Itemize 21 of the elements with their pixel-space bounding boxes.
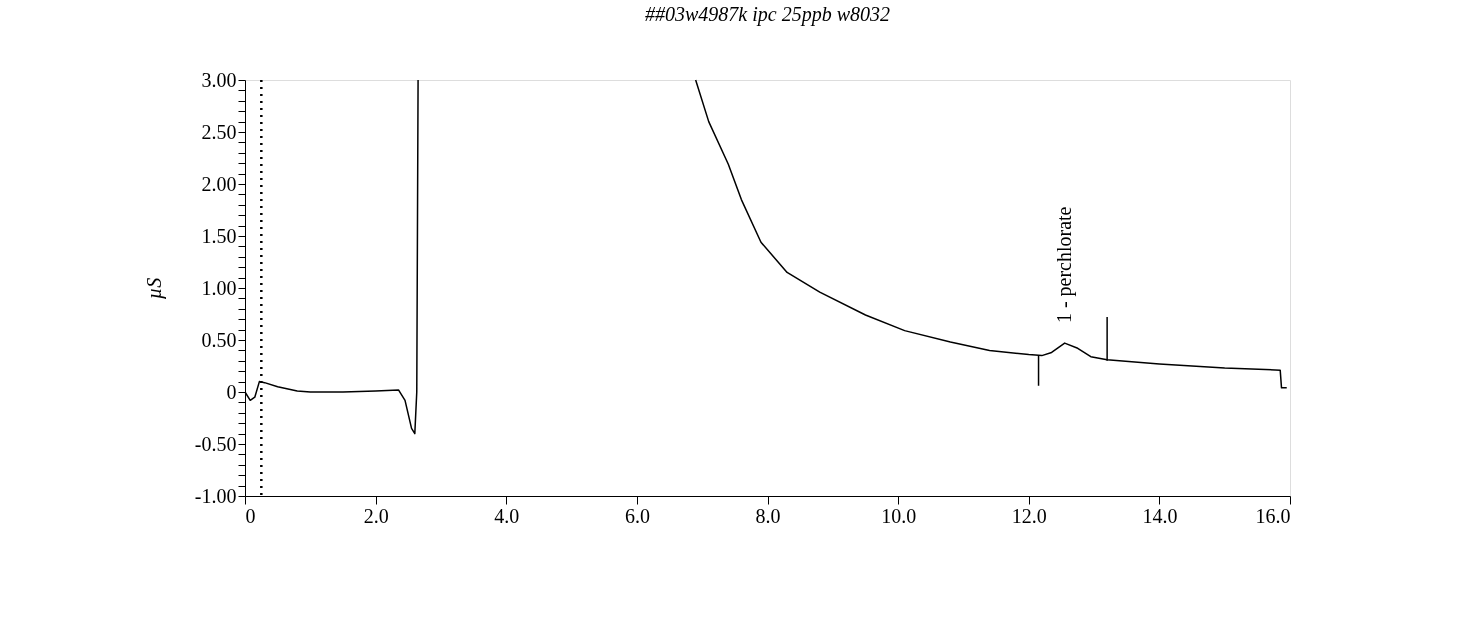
y-tick-label: -0.50 (194, 432, 237, 455)
x-tick-label: 2.0 (363, 504, 389, 527)
y-tick-label: 0 (226, 380, 237, 403)
x-tick-label: 8.0 (755, 504, 781, 527)
x-tick-label: 12.0 (1011, 504, 1047, 527)
x-tick-label: 6.0 (624, 504, 650, 527)
y-tick-label: 1.00 (201, 276, 237, 299)
y-tick-label: 2.50 (201, 120, 237, 143)
y-tick-label: 0.50 (201, 328, 237, 351)
x-tick-label: 0 (245, 504, 256, 527)
x-tick-label: 16.0 (1255, 504, 1291, 527)
y-axis-title: µS (142, 277, 166, 300)
x-tick-label: 4.0 (494, 504, 520, 527)
chart-title: ##03w4987k ipc 25ppb w8032 (645, 3, 890, 26)
x-tick-label: 10.0 (881, 504, 917, 527)
x-tick-label: 14.0 (1142, 504, 1178, 527)
y-tick-label: 3.00 (201, 68, 237, 91)
annotation: 1 - perchlorate (1052, 206, 1076, 324)
y-tick-label: 2.00 (201, 172, 237, 195)
y-tick-label: 1.50 (201, 224, 237, 247)
y-tick-label: -1.00 (194, 484, 237, 507)
